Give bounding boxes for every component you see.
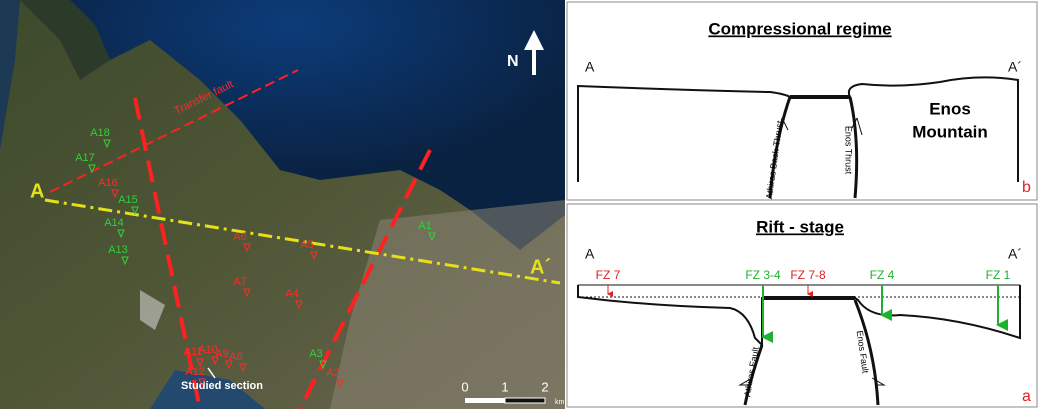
site-label: A3 (309, 348, 322, 360)
site-label: A15 (118, 194, 138, 206)
site-label: A17 (75, 152, 95, 164)
section-start: A (30, 180, 44, 202)
site-label: A9 (215, 348, 228, 360)
panel-b: Compressional regime A A´ Athiras Back-T… (567, 2, 1037, 200)
figure: Transfer fault A A´ N 0 1 2 km Studied s… (0, 0, 1040, 409)
panel-title: Rift - stage (756, 217, 844, 236)
fault-label: Enos Thrust (844, 126, 854, 175)
mountain-label: Enos (929, 99, 971, 118)
map: Transfer fault A A´ N 0 1 2 km Studied s… (0, 0, 565, 409)
mountain-label: Mountain (912, 122, 988, 141)
section-end: A´ (1008, 59, 1022, 75)
site-label: A13 (108, 244, 128, 256)
panel-letter: a (1022, 388, 1031, 405)
scale-label: 0 (461, 379, 468, 394)
site-label: A6 (233, 231, 246, 243)
fault-zone-label: FZ 4 (870, 268, 895, 282)
site-label: A7 (233, 276, 246, 288)
fault-zone-label: FZ 7-8 (790, 268, 826, 282)
panel-title: Compressional regime (708, 19, 891, 38)
fault-zone-label: FZ 3-4 (745, 268, 781, 282)
section-start: A (585, 59, 595, 75)
scale-unit: km (555, 399, 565, 406)
section-start: A (585, 246, 595, 262)
site-label: A14 (104, 217, 124, 229)
site-label: A2 (326, 367, 339, 379)
site-label: A8 (229, 351, 242, 363)
site-label: A18 (90, 127, 110, 139)
north-label: N (507, 53, 519, 70)
site-label: A4 (285, 288, 298, 300)
fault-zone-label: FZ 7 (596, 268, 621, 282)
panel-letter: b (1022, 179, 1031, 196)
scale-label: 2 (541, 379, 548, 394)
site-label: A5 (300, 239, 313, 251)
scale-label: 1 (501, 379, 508, 394)
site-label: A16 (98, 177, 118, 189)
site-label: A1 (418, 220, 431, 232)
section-end: A´ (530, 256, 551, 278)
panel-a: Rift - stage A A´ Athiras Fault Enos Fau… (567, 204, 1037, 407)
site-label: A12 (185, 366, 205, 378)
section-end: A´ (1008, 246, 1022, 262)
fault-zone-label: FZ 1 (986, 268, 1011, 282)
studied-section: Studied section (181, 380, 263, 392)
